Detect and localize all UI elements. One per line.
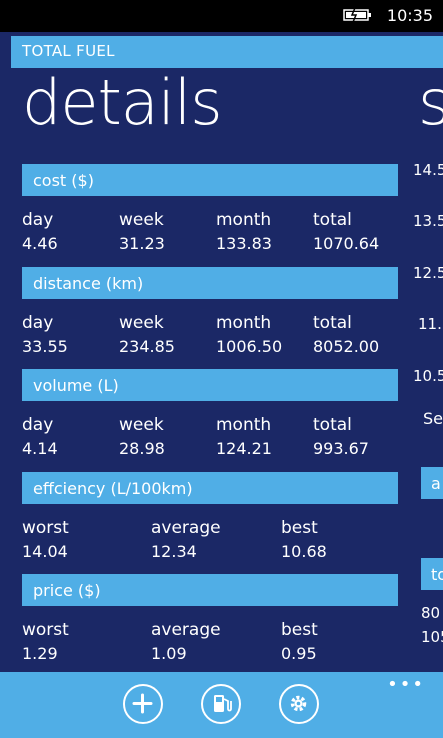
app-bar: •••	[0, 672, 443, 738]
stat-label: month	[216, 210, 272, 230]
peek-section-header: a	[421, 467, 443, 499]
fuel-pump-icon	[214, 695, 232, 712]
stat-value: 0.95	[281, 644, 317, 663]
add-button[interactable]	[123, 684, 163, 724]
more-menu-button[interactable]: •••	[387, 674, 425, 695]
stat-label: best	[281, 518, 318, 538]
peek-label: Se	[423, 409, 443, 428]
peek-axis-label: 14.5	[413, 161, 443, 179]
section-title: cost ($)	[33, 171, 94, 190]
pivot-header-details[interactable]: details	[22, 66, 223, 139]
section-header-cost: cost ($)	[22, 164, 398, 196]
battery-charging-icon	[343, 8, 371, 22]
pivot-header-next[interactable]: s	[418, 66, 443, 139]
stat-value: 1.29	[22, 644, 58, 663]
stat-label: week	[119, 210, 164, 230]
price-average: average 1.09	[151, 620, 221, 663]
stat-value: 1070.64	[313, 234, 380, 253]
stat-value: 33.55	[22, 337, 68, 356]
peek-section-header: to	[421, 558, 443, 590]
stat-value: 10.68	[281, 542, 327, 561]
stat-value: 31.23	[119, 234, 165, 253]
peek-value: 80	[421, 604, 441, 622]
peek-axis-label: 10.5	[413, 367, 443, 385]
peek-section-title: to	[431, 565, 443, 584]
stat-value: 1.09	[151, 644, 187, 663]
app-title: TOTAL FUEL	[22, 42, 115, 60]
peek-axis-label: 11.5	[418, 315, 443, 333]
price-worst: worst 1.29	[22, 620, 69, 663]
stat-label: best	[281, 620, 318, 640]
stat-value: 14.04	[22, 542, 68, 561]
peek-value: 105	[421, 628, 443, 646]
stat-value: 28.98	[119, 439, 165, 458]
price-best: best 0.95	[281, 620, 318, 663]
cost-week: week 31.23	[119, 210, 165, 253]
clock: 10:35	[386, 6, 433, 25]
stat-value: 4.14	[22, 439, 58, 458]
peek-section-title: a	[431, 474, 441, 493]
stat-value: 234.85	[119, 337, 175, 356]
section-title: effciency (L/100km)	[33, 479, 193, 498]
stat-label: total	[313, 210, 352, 230]
stat-value: 124.21	[216, 439, 272, 458]
section-header-distance: distance (km)	[22, 267, 398, 299]
settings-button[interactable]	[279, 684, 319, 724]
section-header-volume: volume (L)	[22, 369, 398, 401]
volume-week: week 28.98	[119, 415, 165, 458]
app-title-bar: TOTAL FUEL	[11, 36, 443, 68]
section-header-price: price ($)	[22, 574, 398, 606]
efficiency-worst: worst 14.04	[22, 518, 69, 561]
section-header-efficiency: effciency (L/100km)	[22, 472, 398, 504]
stat-label: week	[119, 313, 164, 333]
efficiency-best: best 10.68	[281, 518, 327, 561]
cost-month: month 133.83	[216, 210, 272, 253]
volume-month: month 124.21	[216, 415, 272, 458]
stat-label: total	[313, 415, 352, 435]
stat-label: day	[22, 210, 54, 230]
distance-month: month 1006.50	[216, 313, 282, 356]
stat-label: average	[151, 518, 221, 538]
stat-label: week	[119, 415, 164, 435]
cost-day: day 4.46	[22, 210, 58, 253]
section-title: volume (L)	[33, 376, 119, 395]
status-bar: 10:35	[0, 0, 443, 32]
distance-week: week 234.85	[119, 313, 175, 356]
stat-value: 12.34	[151, 542, 197, 561]
efficiency-average: average 12.34	[151, 518, 221, 561]
volume-day: day 4.14	[22, 415, 58, 458]
stat-label: day	[22, 415, 54, 435]
volume-total: total 993.67	[313, 415, 369, 458]
stat-value: 1006.50	[216, 337, 283, 356]
stat-label: total	[313, 313, 352, 333]
stat-value: 4.46	[22, 234, 58, 253]
section-title: distance (km)	[33, 274, 144, 293]
peek-axis-label: 13.5	[413, 212, 443, 230]
stat-value: 133.83	[216, 234, 272, 253]
stat-value: 8052.00	[313, 337, 380, 356]
distance-total: total 8052.00	[313, 313, 379, 356]
stat-value: 993.67	[313, 439, 369, 458]
stat-label: month	[216, 313, 272, 333]
distance-day: day 33.55	[22, 313, 68, 356]
stat-label: worst	[22, 518, 69, 538]
peek-axis-label: 12.5	[413, 264, 443, 282]
stat-label: average	[151, 620, 221, 640]
stat-label: month	[216, 415, 272, 435]
stat-label: worst	[22, 620, 69, 640]
settings-icon	[290, 695, 307, 712]
add-icon	[132, 693, 153, 714]
fuel-button[interactable]	[201, 684, 241, 724]
section-title: price ($)	[33, 581, 101, 600]
stat-label: day	[22, 313, 54, 333]
cost-total: total 1070.64	[313, 210, 379, 253]
